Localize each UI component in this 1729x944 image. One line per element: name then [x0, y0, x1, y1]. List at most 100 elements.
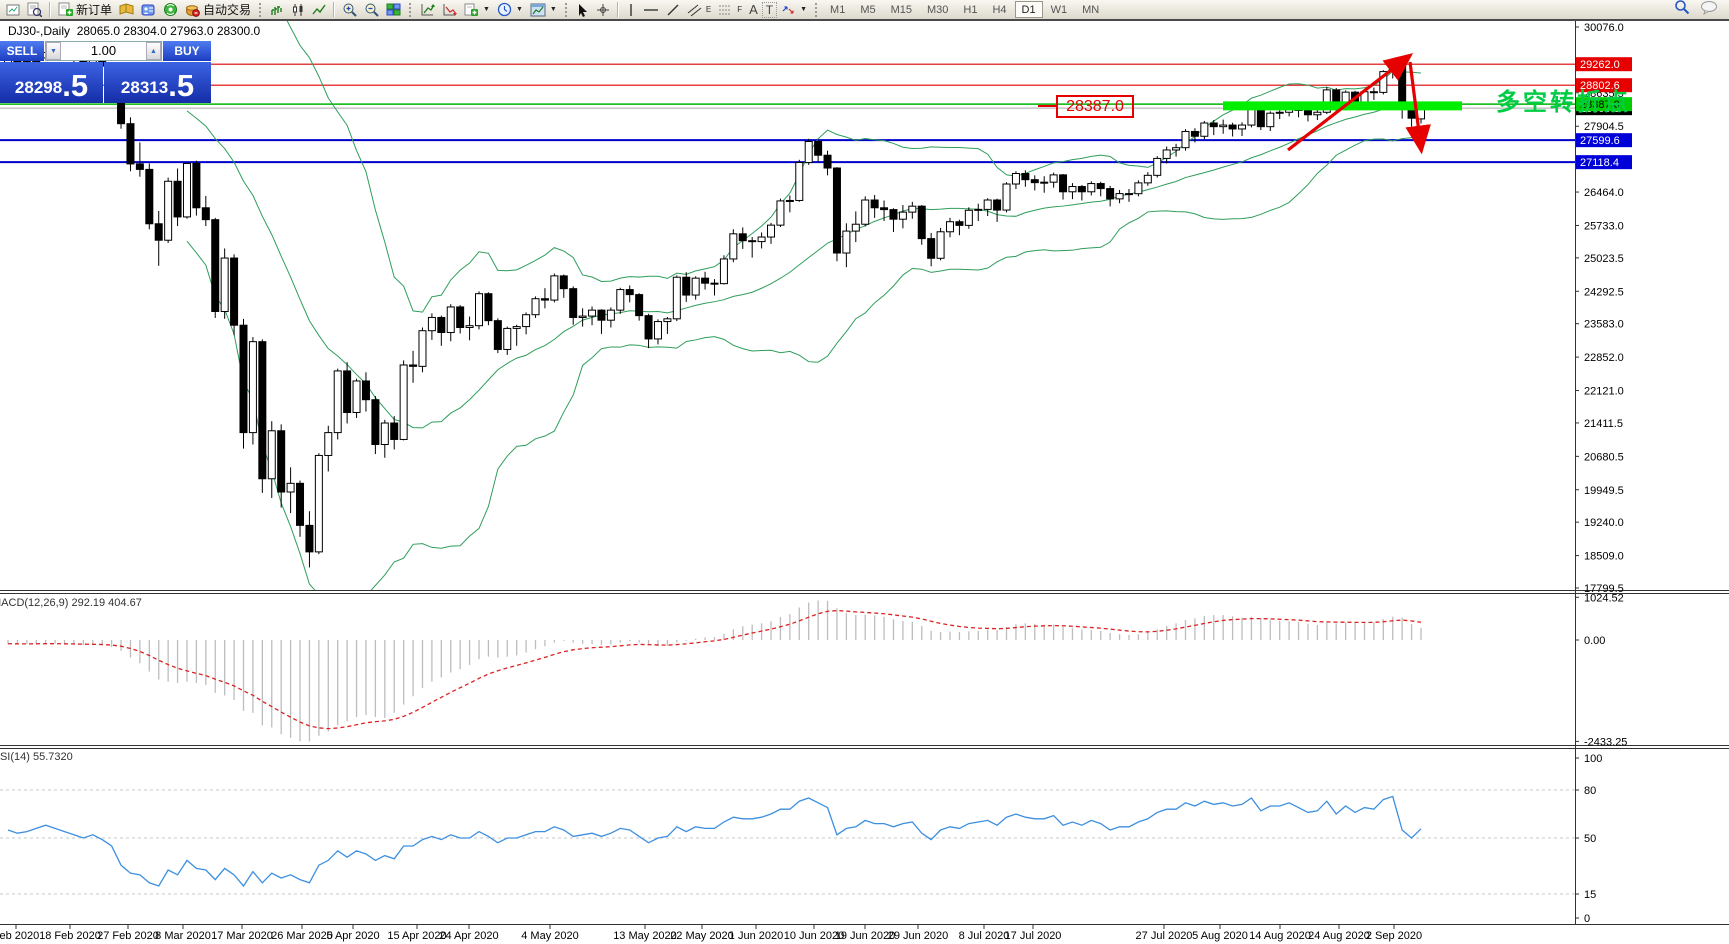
- toolbar-grip: [259, 2, 262, 17]
- objects-list-button[interactable]: [439, 0, 460, 19]
- chart-window-button[interactable]: [3, 0, 23, 19]
- horizontal-lines[interactable]: [0, 63, 1575, 164]
- svg-text:24 Aug 2020: 24 Aug 2020: [1308, 930, 1370, 942]
- svg-text:Feb 2020: Feb 2020: [0, 930, 39, 942]
- market-watch-button[interactable]: [138, 0, 159, 19]
- toolbar-grip: [564, 2, 568, 17]
- market-watch-icon: [141, 4, 155, 15]
- arrows-icon: [782, 5, 794, 14]
- arrows-tool-button[interactable]: ▼: [778, 0, 810, 19]
- sell-price[interactable]: 28298 .5: [0, 62, 103, 103]
- zoom-in-button[interactable]: [339, 0, 360, 19]
- price-callout-leader: [1038, 105, 1056, 107]
- trendline-tool-button[interactable]: [663, 0, 683, 19]
- chat-button[interactable]: [1700, 0, 1718, 20]
- text-tool-button[interactable]: A: [746, 0, 761, 19]
- turning-point-note[interactable]: 多空转折点: [1496, 89, 1631, 116]
- price-badge: [1576, 78, 1632, 93]
- book-icon: [119, 3, 134, 15]
- svg-text:8 Mar 2020: 8 Mar 2020: [155, 930, 211, 942]
- volume-input[interactable]: 1.00: [90, 43, 117, 58]
- price-badge: [1576, 97, 1632, 112]
- period-button[interactable]: ▼: [494, 0, 526, 19]
- timeframe-m1[interactable]: M1: [830, 3, 846, 16]
- sell-button[interactable]: SELL: [0, 41, 44, 61]
- tile-windows-button[interactable]: [383, 0, 404, 19]
- candle-chart-button[interactable]: [288, 0, 308, 19]
- timeframe-h1[interactable]: H1: [963, 3, 978, 16]
- label-tool-button[interactable]: T: [761, 1, 778, 18]
- svg-text:27118.4: 27118.4: [1580, 157, 1619, 169]
- add-indicator-icon: [464, 3, 479, 16]
- buy-price-int: 28313: [120, 78, 169, 97]
- history-center-button[interactable]: [116, 0, 137, 19]
- dropdown-arrow-icon: ▼: [800, 6, 808, 13]
- price-badge: [1576, 57, 1632, 72]
- crosshair-tool-button[interactable]: [593, 0, 613, 19]
- signals-button[interactable]: [160, 0, 181, 19]
- macd-pane: [7, 600, 1422, 742]
- add-indicator-button[interactable]: ▼: [461, 0, 493, 19]
- cursor-tool-button[interactable]: [573, 0, 592, 19]
- symbol-timeframe: DJ30-,Daily: [8, 24, 71, 38]
- macd-indicator-label: MACD(12,26,9) 292.19 404.67: [0, 597, 142, 609]
- svg-text:1 Jun 2020: 1 Jun 2020: [729, 930, 783, 942]
- search-button[interactable]: [1674, 0, 1690, 20]
- price-callout-label[interactable]: 28387.0: [1056, 95, 1134, 118]
- volume-down-button[interactable]: ▼: [46, 42, 61, 60]
- price-axis[interactable]: 30076.028635.527904.526464.025733.025023…: [1575, 22, 1632, 925]
- svg-text:15 Apr 2020: 15 Apr 2020: [387, 930, 446, 942]
- timeframe-d1[interactable]: D1: [1014, 1, 1043, 18]
- rsi-indicator-label: RSI(14) 55.7320: [0, 751, 73, 763]
- zoom-out-button[interactable]: [361, 0, 382, 19]
- svg-text:5 Aug 2020: 5 Aug 2020: [1192, 930, 1248, 942]
- chart-canvas[interactable]: 30076.028635.527904.526464.025733.025023…: [0, 21, 1729, 944]
- svg-text:22852.0: 22852.0: [1584, 352, 1624, 364]
- channel-tool-button[interactable]: E: [684, 0, 714, 19]
- svg-text:13 May 2020: 13 May 2020: [613, 930, 677, 942]
- objects-list-icon: [443, 3, 458, 16]
- svg-text:28387.0: 28387.0: [1580, 99, 1620, 111]
- volume-up-button[interactable]: ▲: [146, 42, 161, 60]
- hline-tool-button[interactable]: [640, 0, 662, 19]
- svg-text:26464.0: 26464.0: [1584, 187, 1624, 199]
- indicator-up-icon: [421, 3, 436, 15]
- macd-signal-line: [7, 610, 1422, 730]
- up-arrow: [1287, 53, 1414, 152]
- svg-text:19240.0: 19240.0: [1584, 517, 1624, 529]
- chart-profile-button[interactable]: [24, 0, 45, 19]
- trend-arrows-annotation[interactable]: [1287, 53, 1431, 155]
- autotrading-label: 自动交易: [203, 3, 252, 17]
- autotrading-button[interactable]: 自动交易: [182, 0, 254, 19]
- svg-text:0: 0: [1584, 913, 1590, 925]
- vline-tool-button[interactable]: [623, 0, 639, 19]
- template-icon: [530, 3, 546, 16]
- buy-button[interactable]: BUY: [163, 41, 211, 61]
- svg-text:27 Feb 2020: 27 Feb 2020: [97, 930, 159, 942]
- timeframe-m5[interactable]: M5: [860, 3, 876, 16]
- pane-separators: [0, 21, 1729, 925]
- bar-chart-button[interactable]: [267, 0, 287, 19]
- fibonacci-icon: [719, 5, 732, 14]
- line-chart-button[interactable]: [309, 0, 329, 19]
- timeframe-m30[interactable]: M30: [927, 3, 949, 16]
- svg-text:5 Apr 2020: 5 Apr 2020: [326, 930, 379, 942]
- timeframe-mn[interactable]: MN: [1082, 3, 1100, 16]
- svg-text:8 Jul 2020: 8 Jul 2020: [959, 930, 1010, 942]
- toolbar-grip: [815, 2, 818, 17]
- dropdown-arrow-icon: ▼: [483, 6, 490, 13]
- equidistant-channel-icon: [687, 4, 702, 16]
- zoom-in-icon: [343, 3, 357, 17]
- timeframe-m15[interactable]: M15: [890, 3, 912, 16]
- new-order-button[interactable]: 新订单: [55, 0, 115, 19]
- timeframe-h4[interactable]: H4: [992, 3, 1007, 16]
- template-button[interactable]: ▼: [527, 0, 560, 19]
- fibonacci-tool-button[interactable]: F: [715, 0, 745, 19]
- label-tool-letter: T: [765, 2, 774, 17]
- svg-text:14 Aug 2020: 14 Aug 2020: [1249, 930, 1311, 942]
- one-click-trading-panel: SELL ▼ 1.00 ▲ BUY 28298 .5 28313 .5: [0, 41, 211, 103]
- indicator-list-button[interactable]: [417, 0, 438, 19]
- timeframe-w1[interactable]: W1: [1050, 3, 1068, 16]
- buy-price[interactable]: 28313 .5: [104, 62, 211, 103]
